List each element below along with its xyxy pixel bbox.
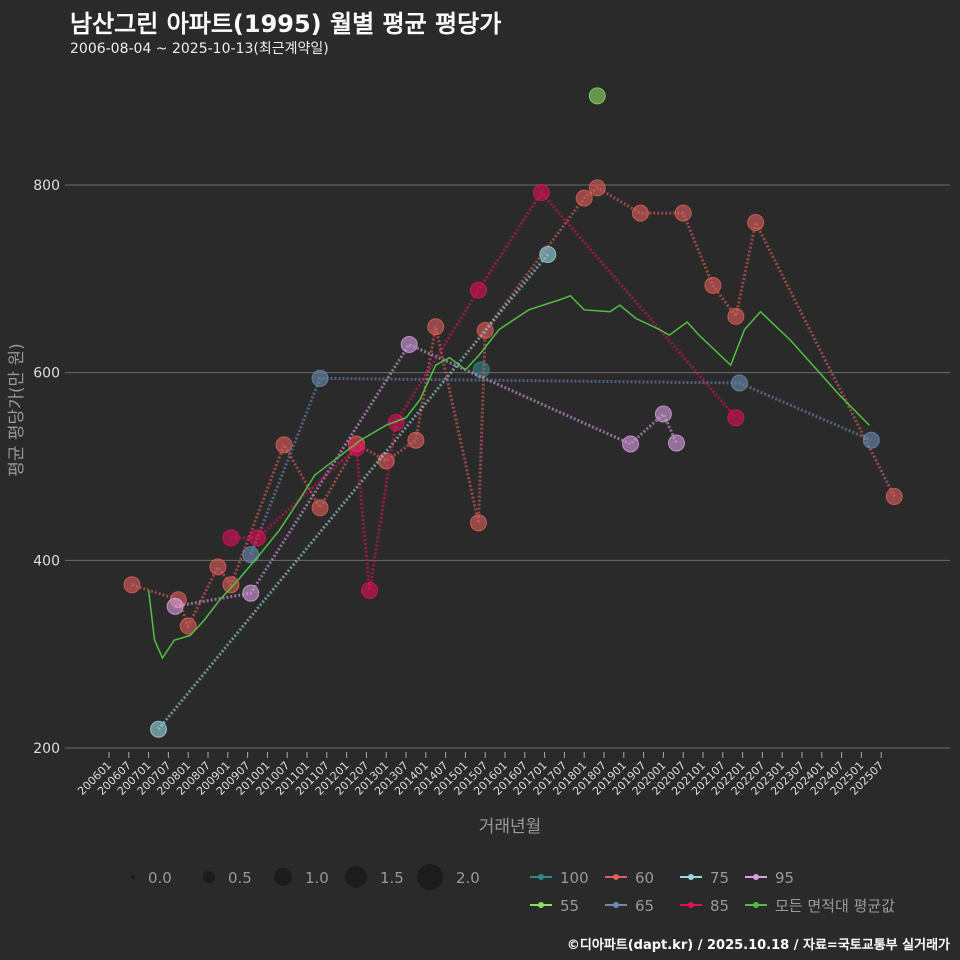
legend-marker [753, 874, 759, 880]
data-point [222, 529, 240, 547]
legend-marker [538, 902, 544, 908]
y-tick-label: 800 [33, 178, 60, 194]
data-point [209, 558, 227, 576]
data-point [242, 546, 260, 564]
data-point [179, 617, 197, 635]
size-legend-label: 1.5 [380, 869, 404, 887]
series-60 [123, 179, 903, 635]
legend-marker [688, 902, 694, 908]
chart-title: 남산그린 아파트(1995) 월별 평균 평당가 [70, 10, 502, 38]
data-point [150, 720, 167, 738]
legend-label: 85 [710, 897, 729, 915]
size-legend-marker [417, 864, 443, 890]
series-line [157, 253, 549, 731]
series-75 [150, 245, 557, 738]
data-point [348, 439, 365, 457]
legend-label: 65 [635, 897, 654, 915]
data-point [727, 409, 745, 427]
legend-marker [613, 874, 619, 880]
size-legend-label: 2.0 [456, 869, 480, 887]
size-legend-label: 1.0 [305, 869, 329, 887]
legend-label: 75 [710, 869, 729, 887]
size-legend-marker [131, 875, 135, 879]
y-tick-label: 400 [33, 553, 60, 569]
x-axis-title: 거래년월 [479, 817, 542, 837]
data-point [631, 204, 649, 222]
chart-subtitle: 2006-08-04 ~ 2025-10-13(최근계약일) [70, 41, 329, 57]
series-85 [222, 184, 745, 599]
data-point [747, 214, 765, 232]
data-point [654, 405, 672, 423]
series-55 [588, 87, 606, 105]
data-point [588, 179, 606, 197]
series-line [249, 376, 872, 556]
data-point [885, 488, 903, 506]
data-point [667, 434, 685, 452]
data-point [862, 431, 880, 449]
data-point [674, 204, 692, 222]
data-point [704, 276, 722, 294]
data-point [123, 576, 141, 594]
data-point [588, 87, 606, 105]
legend-marker [753, 902, 759, 908]
data-point [469, 281, 487, 299]
data-point [730, 374, 748, 392]
legend-marker [538, 874, 544, 880]
data-point [427, 318, 445, 336]
legend-marker [613, 902, 619, 908]
legend-label: 55 [560, 897, 579, 915]
data-point [275, 436, 293, 454]
data-point [311, 499, 329, 517]
data-point [575, 189, 593, 207]
legend-label: 60 [635, 869, 654, 887]
y-axis-title: 평균 평당가(만 원) [7, 343, 27, 477]
series-line [230, 190, 738, 591]
y-tick-label: 200 [33, 741, 60, 757]
legend-label: 모든 면적대 평균값 [775, 897, 895, 915]
series-65 [242, 369, 880, 564]
data-point [622, 435, 640, 453]
data-point [166, 597, 184, 615]
data-point [532, 184, 550, 202]
legend-marker [688, 874, 694, 880]
legend-label: 95 [775, 869, 794, 887]
data-point [407, 431, 425, 449]
data-point [476, 321, 494, 339]
data-point [361, 581, 379, 599]
size-legend-label: 0.0 [148, 869, 172, 887]
data-point [387, 413, 405, 431]
data-point [222, 576, 240, 594]
data-point [249, 529, 266, 547]
series-line [147, 294, 870, 660]
size-legend-label: 0.5 [228, 869, 252, 887]
y-tick-label: 600 [33, 366, 60, 382]
size-legend-marker [345, 866, 367, 888]
data-point [400, 336, 418, 354]
series-95 [166, 336, 685, 615]
series-모든-면적대-평균값 [147, 294, 870, 660]
size-legend-marker [203, 871, 215, 883]
data-point [242, 584, 260, 602]
data-point [539, 245, 557, 263]
data-point [727, 307, 745, 325]
data-point [311, 369, 329, 387]
legend-label: 100 [560, 869, 589, 887]
data-point [469, 514, 487, 532]
caption: ©디아파트(dapt.kr) / 2025.10.18 / 자료=국토교통부 실… [566, 938, 950, 953]
size-legend-marker [274, 868, 292, 886]
